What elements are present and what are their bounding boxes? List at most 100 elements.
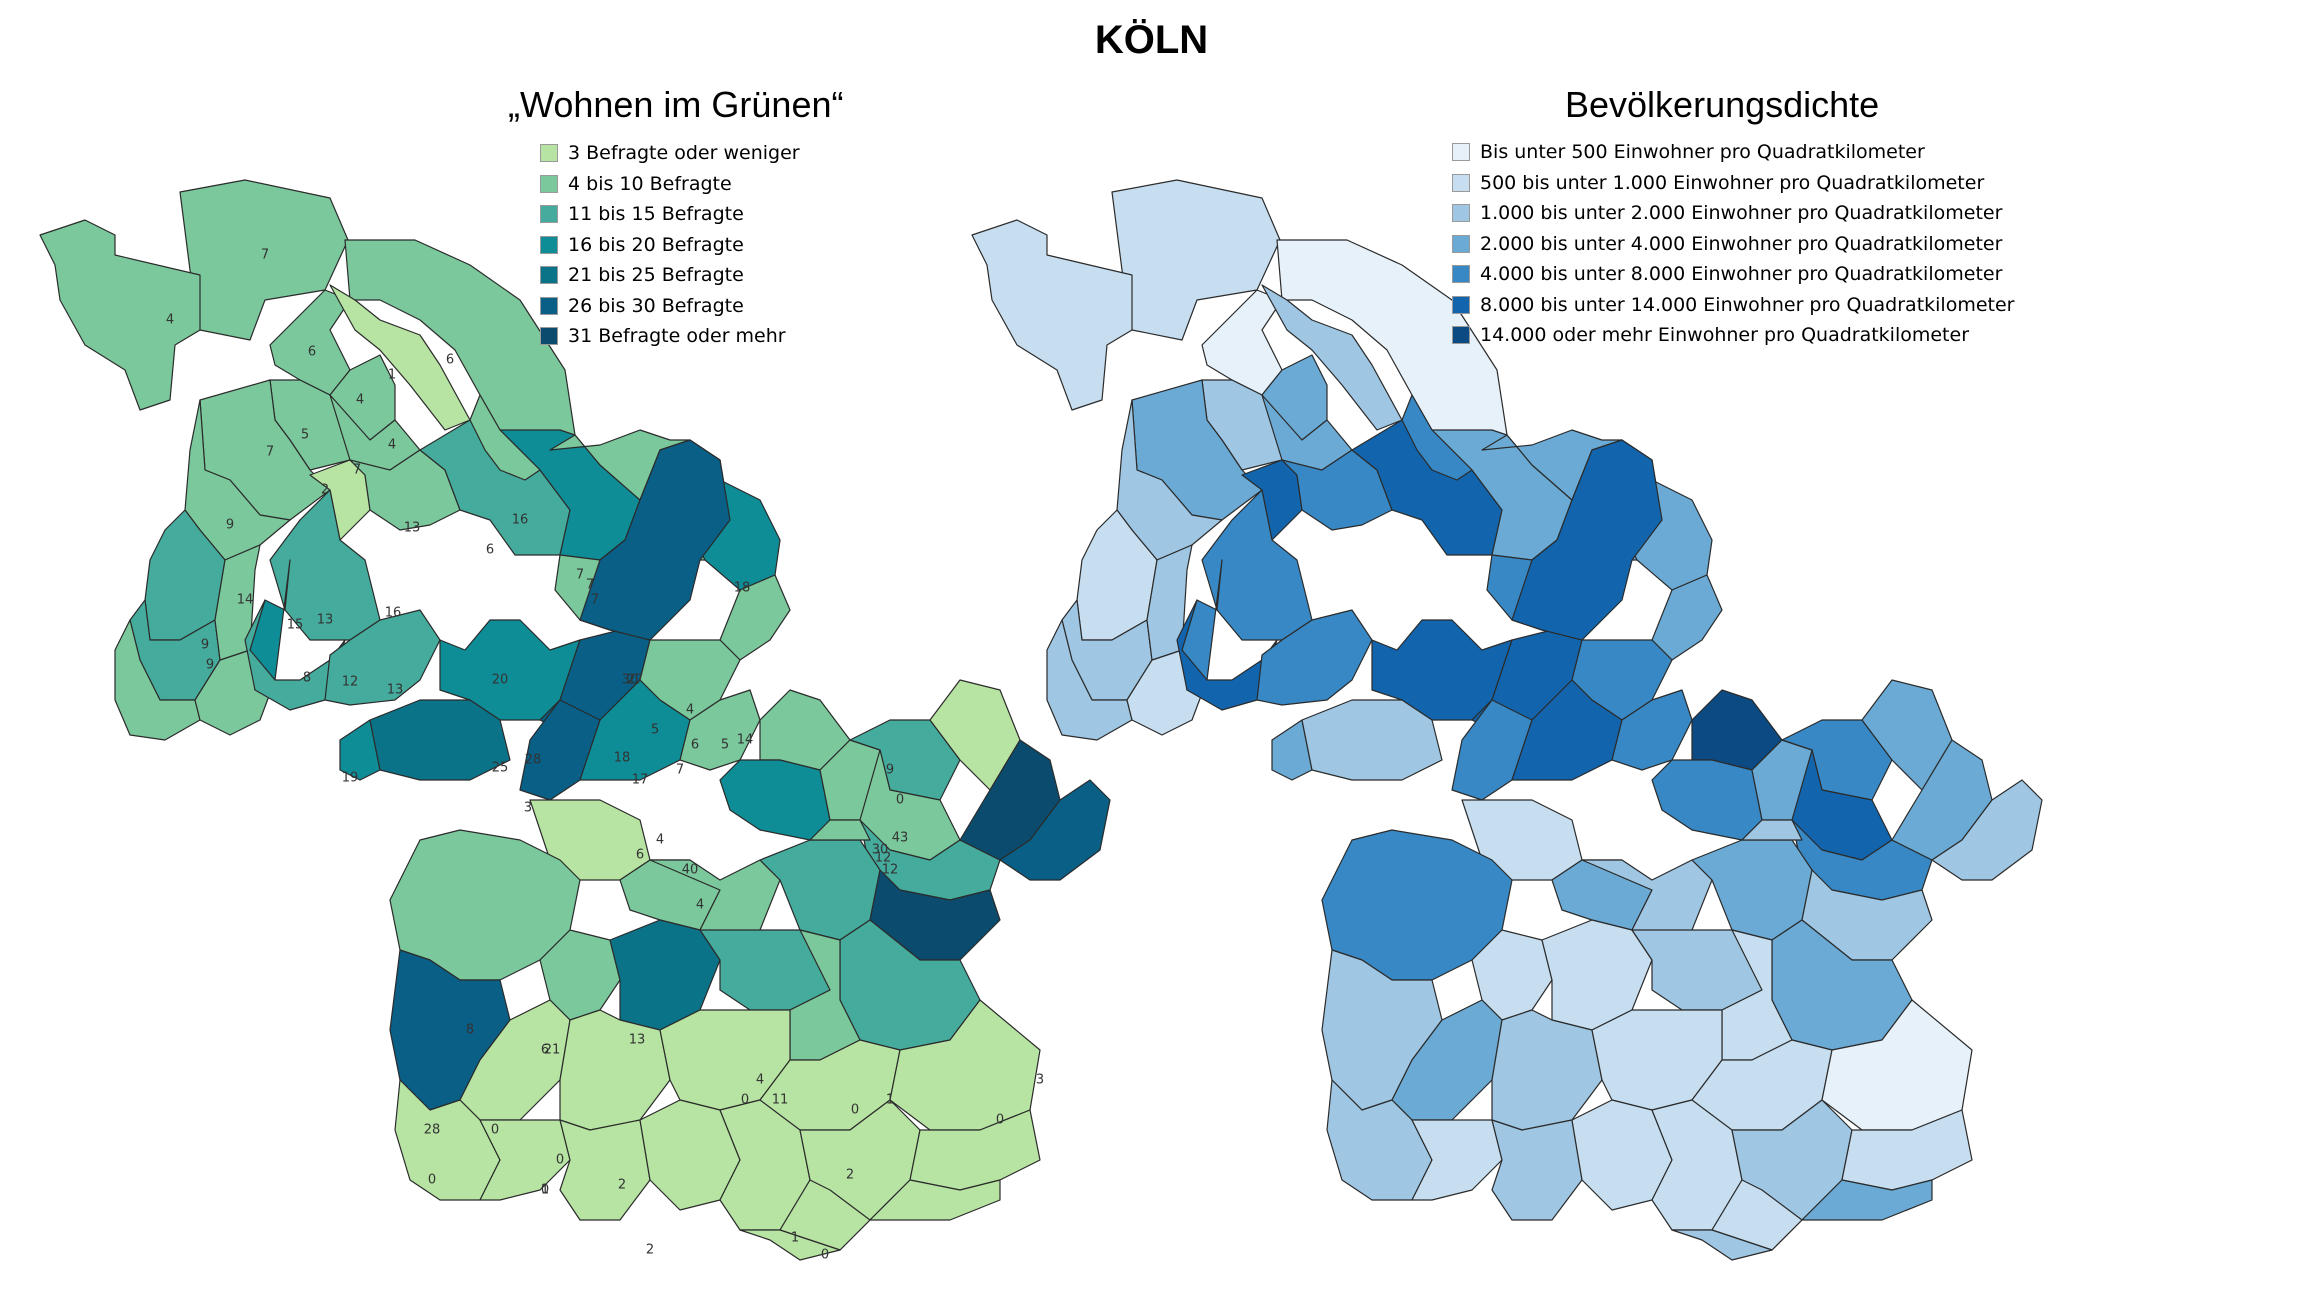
legend-swatch (1452, 173, 1470, 192)
legend-swatch (540, 235, 558, 254)
left-legend: 3 Befragte oder weniger 4 bis 10 Befragt… (540, 138, 800, 352)
district-value-label: 30 (872, 843, 889, 858)
legend-swatch (1452, 295, 1470, 314)
district-value-label: 12 (875, 851, 892, 866)
district-value-label: 5 (721, 738, 729, 753)
legend-label: 14.000 oder mehr Einwohner pro Quadratki… (1480, 324, 1970, 347)
district-value-label: 25 (492, 761, 509, 776)
district-region (559, 1119, 651, 1221)
district-region (349, 449, 461, 531)
district-value-label: 0 (541, 1183, 549, 1198)
district-value-label: 40 (682, 863, 699, 878)
district-value-label: 6 (541, 1043, 549, 1058)
legend-label: 500 bis unter 1.000 Einwohner pro Quadra… (1480, 171, 1985, 194)
legend-label: 8.000 bis unter 14.000 Einwohner pro Qua… (1480, 293, 2015, 316)
density-region (1651, 574, 1723, 661)
district-value-label: 8 (303, 671, 311, 686)
district-region (339, 719, 381, 781)
density-region (1741, 819, 1803, 841)
legend-label: 4 bis 10 Befragte (568, 172, 732, 195)
district-region (679, 689, 761, 771)
district-value-label: 0 (821, 1248, 829, 1263)
district-region (324, 609, 441, 706)
density-region (1301, 699, 1443, 781)
left-legend-item: 16 bis 20 Befragte (540, 230, 800, 261)
right-map-title: Bevölkerungsdichte (1565, 84, 1880, 125)
density-region (1271, 719, 1313, 781)
district-value-label: 7 (591, 593, 599, 608)
district-value-label: 43 (892, 831, 909, 846)
legend-swatch (1452, 234, 1470, 253)
district-value-label: 6 (486, 543, 494, 558)
legend-label: 1.000 bis unter 2.000 Einwohner pro Quad… (1480, 202, 2003, 225)
district-region (809, 819, 871, 841)
district-value-label: 0 (996, 1113, 1004, 1128)
district-value-label: 7 (266, 445, 274, 460)
left-legend-item: 26 bis 30 Befragte (540, 291, 800, 322)
density-region (1491, 1009, 1603, 1131)
legend-swatch (540, 205, 558, 224)
district-value-label: 4 (166, 313, 174, 328)
district-value-label: 0 (556, 1153, 564, 1168)
district-value-label: 1 (791, 1231, 799, 1246)
legend-swatch (1452, 265, 1470, 284)
district-value-label: 13 (387, 683, 404, 698)
district-value-label: 28 (424, 1123, 441, 1138)
district-value-label: 28 (525, 753, 542, 768)
district-value-label: 4 (686, 703, 694, 718)
district-value-label: 4 (696, 898, 704, 913)
density-region (1931, 779, 2043, 881)
district-value-label: 9 (226, 518, 234, 533)
district-value-label: 6 (446, 353, 454, 368)
district-value-label: 17 (632, 773, 649, 788)
district-value-label: 5 (651, 723, 659, 738)
district-value-label: 1 (541, 1183, 549, 1198)
legend-label: 21 bis 25 Befragte (568, 264, 744, 287)
district-region (269, 489, 381, 641)
district-value-label: 9 (886, 763, 894, 778)
district-value-label: 6 (691, 738, 699, 753)
district-region (469, 394, 541, 481)
district-value-label: 2 (846, 1168, 854, 1183)
district-value-label: 7 (676, 763, 684, 778)
district-region (369, 699, 511, 781)
density-region (1281, 449, 1393, 531)
right-legend-item: 1.000 bis unter 2.000 Einwohner pro Quad… (1452, 198, 2014, 229)
density-region (1046, 619, 1133, 741)
left-legend-item: 21 bis 25 Befragte (540, 260, 800, 291)
legend-label: 3 Befragte oder weniger (568, 142, 800, 165)
density-region (1201, 289, 1283, 396)
density-region (1401, 394, 1473, 481)
legend-swatch (540, 296, 558, 315)
district-region (739, 1229, 841, 1261)
district-value-label: 7 (576, 568, 584, 583)
right-legend-item: 4.000 bis unter 8.000 Einwohner pro Quad… (1452, 259, 2014, 290)
district-region (479, 1119, 571, 1201)
district-value-label: 7 (353, 463, 361, 478)
district-value-label: 6 (308, 345, 316, 360)
density-region (1201, 489, 1313, 641)
page-title: KÖLN (1094, 18, 1209, 62)
density-region (971, 219, 1133, 411)
district-value-label: 12 (882, 863, 899, 878)
district-value-label: 4 (388, 438, 396, 453)
district-value-label: 0 (741, 1093, 749, 1108)
right-legend-item: 500 bis unter 1.000 Einwohner pro Quadra… (1452, 168, 2014, 199)
right-legend-item: Bis unter 500 Einwohner pro Quadratkilom… (1452, 137, 2014, 168)
density-region (1491, 1119, 1583, 1221)
district-value-label: 15 (287, 618, 304, 633)
district-value-label: 18 (734, 581, 751, 596)
legend-label: 31 Befragte oder mehr (568, 325, 786, 348)
density-region (1611, 689, 1693, 771)
district-value-label: 14 (237, 593, 254, 608)
density-region (1671, 1229, 1773, 1261)
district-value-label: 12 (342, 675, 359, 690)
district-value-label: 1 (388, 368, 396, 383)
density-region (1411, 1119, 1503, 1201)
district-value-label: 13 (629, 1033, 646, 1048)
district-value-label: 8 (466, 1023, 474, 1038)
density-region (1581, 859, 1713, 941)
district-value-label: 19 (342, 771, 359, 786)
district-value-label: 13 (317, 613, 334, 628)
